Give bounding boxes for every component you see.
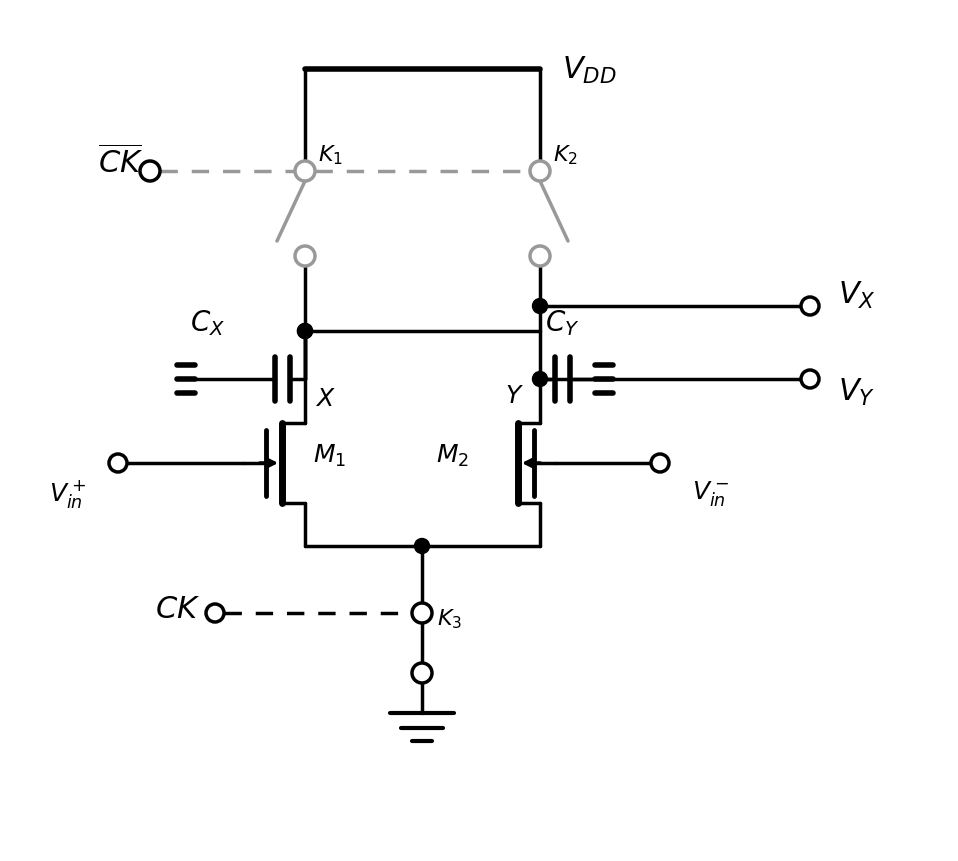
Circle shape <box>298 324 312 339</box>
Circle shape <box>140 162 160 182</box>
Text: $X$: $X$ <box>315 387 335 411</box>
Text: $V_{in}^+$: $V_{in}^+$ <box>49 478 86 510</box>
Text: $Y$: $Y$ <box>505 385 524 407</box>
Text: $M_1$: $M_1$ <box>313 443 346 468</box>
Circle shape <box>109 455 127 473</box>
Circle shape <box>801 370 819 388</box>
Text: $\boldsymbol{V_Y}$: $\boldsymbol{V_Y}$ <box>838 376 876 407</box>
Text: $\boldsymbol{V_{DD}}$: $\boldsymbol{V_{DD}}$ <box>562 54 617 85</box>
Text: $C_Y$: $C_Y$ <box>545 308 580 338</box>
Text: $K_3$: $K_3$ <box>437 606 462 630</box>
Circle shape <box>295 162 315 182</box>
Circle shape <box>651 455 669 473</box>
Circle shape <box>530 162 550 182</box>
Text: $\boldsymbol{V_X}$: $\boldsymbol{V_X}$ <box>838 279 876 310</box>
Circle shape <box>412 663 432 684</box>
Text: $V_{in}^-$: $V_{in}^-$ <box>692 479 729 508</box>
Circle shape <box>298 324 312 339</box>
Circle shape <box>415 539 429 554</box>
Circle shape <box>295 247 315 267</box>
Circle shape <box>206 604 224 623</box>
Circle shape <box>533 372 548 387</box>
Text: $K_2$: $K_2$ <box>553 143 578 167</box>
Text: $M_2$: $M_2$ <box>436 443 469 468</box>
Circle shape <box>412 604 432 623</box>
Text: $C_X$: $C_X$ <box>190 308 225 338</box>
Text: $CK$: $CK$ <box>155 593 200 623</box>
Circle shape <box>530 247 550 267</box>
Circle shape <box>801 298 819 316</box>
Text: $K_1$: $K_1$ <box>318 143 343 167</box>
Text: $\overline{CK}$: $\overline{CK}$ <box>98 146 144 181</box>
Circle shape <box>533 299 548 314</box>
